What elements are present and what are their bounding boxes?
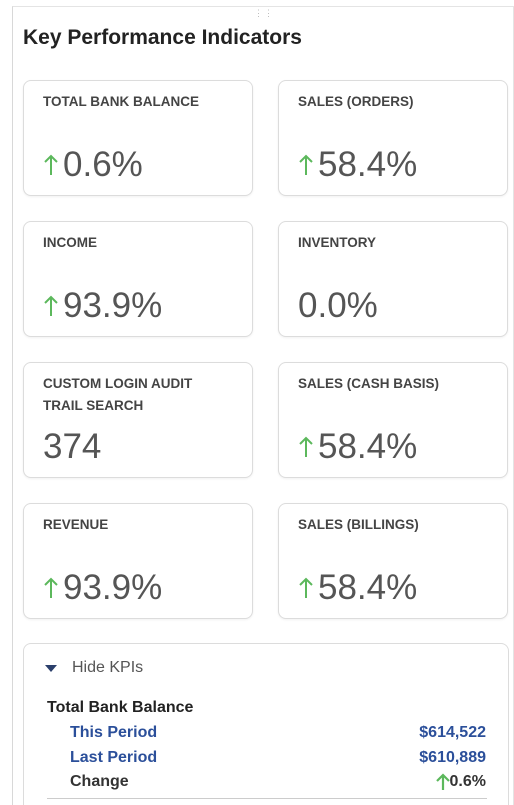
row-value: 0.6%	[449, 773, 486, 790]
detail-row: Change 0.6%	[70, 773, 486, 791]
kpi-value: 0.6%	[63, 145, 143, 184]
kpi-label: TOTAL BANK BALANCE	[43, 94, 199, 109]
divider	[47, 798, 487, 799]
kpi-value-wrap: 0.6%	[43, 145, 143, 185]
kpi-card[interactable]: SALES (BILLINGS) 58.4%	[278, 503, 508, 619]
up-arrow	[44, 295, 58, 316]
kpi-value: 93.9%	[63, 568, 163, 607]
kpi-label: REVENUE	[43, 517, 109, 532]
kpi-card[interactable]: SALES (CASH BASIS) 58.4%	[278, 362, 508, 478]
up-arrow	[299, 436, 313, 457]
kpi-value: 93.9%	[63, 286, 163, 325]
toggle-label: Hide KPIs	[72, 659, 144, 676]
drag-handle[interactable]: ⋮⋮	[254, 8, 274, 18]
kpi-value-wrap: 58.4%	[298, 427, 417, 467]
kpi-value-wrap: 58.4%	[298, 568, 417, 608]
up-arrow	[435, 773, 450, 790]
caret-down	[45, 665, 57, 672]
row-value-wrap: 0.6%	[435, 773, 486, 791]
up-arrow	[299, 154, 313, 175]
up-arrow	[299, 577, 313, 598]
kpi-value-wrap: 93.9%	[43, 286, 162, 326]
kpi-card[interactable]: INCOME 93.9%	[23, 221, 253, 337]
row-value: $610,889	[419, 749, 486, 766]
kpi-value-wrap: 0.0%	[298, 286, 378, 326]
kpi-card[interactable]: REVENUE 93.9%	[23, 503, 253, 619]
row-label: Change	[70, 773, 129, 790]
kpi-value: 374	[43, 427, 102, 466]
kpi-label: INVENTORY	[298, 235, 377, 250]
kpi-value: 58.4%	[318, 568, 418, 607]
kpi-value: 58.4%	[318, 145, 418, 184]
detail-row: This Period $614,522	[70, 724, 486, 742]
row-label: Last Period	[70, 749, 158, 766]
kpi-value-wrap: 58.4%	[298, 145, 417, 185]
kpi-value: 58.4%	[318, 427, 418, 466]
up-arrow	[44, 577, 58, 598]
kpi-card[interactable]: SALES (ORDERS) 58.4%	[278, 80, 508, 196]
kpi-label: SALES (BILLINGS)	[298, 517, 419, 532]
kpi-label: SALES (CASH BASIS)	[298, 376, 440, 391]
kpi-value: 0.0%	[298, 286, 378, 325]
kpi-label: CUSTOM LOGIN AUDIT TRAIL SEARCH	[43, 376, 193, 413]
kpi-card[interactable]: INVENTORY 0.0%	[278, 221, 508, 337]
panel-title: Key Performance Indicators	[23, 26, 302, 49]
kpi-label: INCOME	[43, 235, 97, 250]
up-arrow	[44, 154, 58, 175]
row-label: This Period	[70, 724, 158, 741]
details-box: Hide KPIs Total Bank Balance This Period…	[23, 643, 509, 805]
section-title: Total Bank Balance	[47, 699, 194, 716]
kpi-value-wrap: 93.9%	[43, 568, 162, 608]
kpi-value-wrap: 374	[43, 427, 101, 467]
kpi-card[interactable]: CUSTOM LOGIN AUDIT TRAIL SEARCH 374	[23, 362, 253, 478]
row-value: $614,522	[419, 724, 486, 741]
detail-row: Last Period $610,889	[70, 749, 486, 767]
kpi-label: SALES (ORDERS)	[298, 94, 414, 109]
kpi-card[interactable]: TOTAL BANK BALANCE 0.6%	[23, 80, 253, 196]
toggle-button[interactable]: Hide KPIs	[44, 659, 143, 677]
